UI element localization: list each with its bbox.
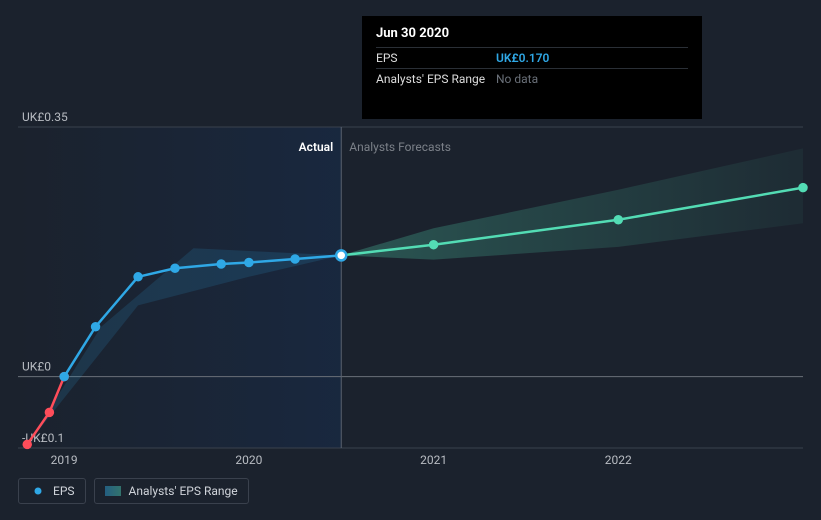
svg-text:Actual: Actual [299,140,334,154]
tooltip-date: Jun 30 2020 [376,26,688,41]
svg-text:Analysts Forecasts: Analysts Forecasts [349,140,451,154]
tooltip-row-label: Analysts' EPS Range [376,72,496,86]
tooltip-row-label: EPS [376,51,496,65]
legend-item-label: Analysts' EPS Range [129,484,238,498]
chart-legend: EPS Analysts' EPS Range [18,478,249,504]
legend-item-eps[interactable]: EPS [18,478,86,504]
chart-tooltip: Jun 30 2020 EPSUK£0.170Analysts' EPS Ran… [362,16,702,119]
svg-text:UK£0: UK£0 [22,360,51,374]
svg-text:UK£0.35: UK£0.35 [22,110,68,124]
svg-text:2020: 2020 [235,453,262,467]
tooltip-row-value: No data [496,72,538,86]
legend-swatch-icon [105,486,121,496]
legend-item-label: EPS [53,484,75,498]
legend-item-range[interactable]: Analysts' EPS Range [94,478,249,504]
eps-forecast-chart: UK£0.35UK£0-UK£0.1ActualAnalysts Forecas… [0,0,821,520]
legend-swatch-icon [29,486,45,496]
tooltip-row-value: UK£0.170 [496,51,549,65]
tooltip-row: Analysts' EPS RangeNo data [376,68,688,89]
svg-text:2022: 2022 [605,453,632,467]
svg-text:2019: 2019 [51,453,78,467]
svg-text:2021: 2021 [420,453,447,467]
tooltip-row: EPSUK£0.170 [376,47,688,68]
